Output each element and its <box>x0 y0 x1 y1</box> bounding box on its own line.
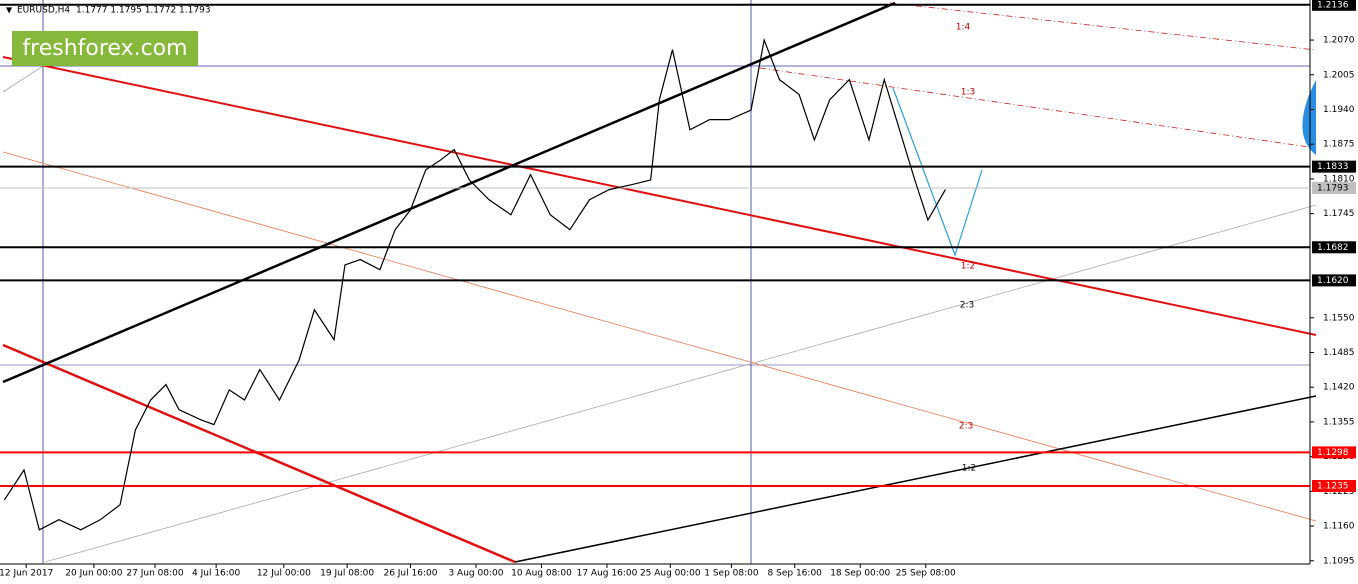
level-label: 1.1682 <box>1317 243 1349 253</box>
x-tick-label: 10 Aug 08:00 <box>511 569 572 579</box>
annotation: 1:2 <box>961 262 975 272</box>
level-box <box>1312 480 1356 493</box>
y-tick-label: 1.1485 <box>1323 348 1355 358</box>
level-box <box>1312 241 1356 254</box>
level-box <box>1312 182 1356 194</box>
header-values: 1.1777 1.1795 1.1772 1.1793 <box>76 6 211 16</box>
x-tick-label: 20 Jun 00:00 <box>65 569 122 579</box>
annotation: 1:2 <box>962 464 976 474</box>
y-tick-label: 1.1810 <box>1323 174 1355 184</box>
level-box <box>1312 274 1356 287</box>
x-tick-label: 27 Jun 08:00 <box>126 569 183 579</box>
x-tick-label: 19 Jul 08:00 <box>320 569 374 579</box>
level-label: 1.1793 <box>1317 184 1349 194</box>
price-line <box>3 37 946 531</box>
fan-line <box>759 67 1317 149</box>
annotation: 1:3 <box>961 88 975 98</box>
level-label: 1.1235 <box>1317 482 1349 492</box>
level-label: 1.1298 <box>1317 448 1349 458</box>
projection <box>892 87 983 257</box>
header-symbol: EURUSD,H4 <box>17 6 70 16</box>
level-box <box>1312 0 1356 11</box>
fan-shape <box>1302 80 1316 155</box>
trend-line <box>2 151 1317 522</box>
x-tick-label: 25 Sep 08:00 <box>896 569 956 579</box>
y-tick-label: 1.2070 <box>1323 36 1355 46</box>
y-tick-label: 1.1160 <box>1323 522 1355 532</box>
annotation: 2:3 <box>960 301 974 311</box>
annotation: 1:4 <box>956 23 971 33</box>
x-tick-label: 12 Jul 00:00 <box>257 569 311 579</box>
y-tick-label: 1.1550 <box>1323 313 1355 323</box>
logo: freshforex.com <box>22 36 187 61</box>
y-tick-label: 1.1420 <box>1323 383 1355 393</box>
x-tick-label: 26 Jul 16:00 <box>383 569 437 579</box>
level-label: 1.2136 <box>1317 0 1349 10</box>
x-tick-label: 1 Sep 08:00 <box>704 569 759 579</box>
y-tick-label: 1.1095 <box>1323 556 1355 566</box>
trend-line <box>2 1 896 384</box>
x-tick-label: 8 Sep 16:00 <box>768 569 823 579</box>
level-label: 1.1833 <box>1317 162 1349 172</box>
x-tick-label: 18 Sep 00:00 <box>830 569 890 579</box>
trend-line <box>2 56 1317 336</box>
x-tick-label: 25 Aug 00:00 <box>640 569 701 579</box>
logo-box <box>12 31 198 66</box>
level-box <box>1312 160 1356 173</box>
drawings <box>0 0 1317 564</box>
triangle: ▼ <box>6 6 13 15</box>
x-tick-label: 12 Jun 2017 <box>0 569 53 579</box>
fan-line <box>889 2 1317 51</box>
x-tick-label: 17 Aug 16:00 <box>577 569 638 579</box>
x-tick-label: 3 Aug 00:00 <box>448 569 503 579</box>
trend-line <box>44 204 1317 563</box>
annotation: 2:3 <box>959 422 973 432</box>
trend-line <box>514 395 1317 563</box>
level-label: 1.1620 <box>1317 276 1349 286</box>
y-tick-label: 1.2005 <box>1323 70 1355 80</box>
y-tick-label: 1.1940 <box>1323 105 1355 115</box>
y-tick-label: 1.1875 <box>1323 140 1355 150</box>
level-box <box>1312 446 1356 459</box>
y-tick-label: 1.1745 <box>1323 209 1355 219</box>
trend-line <box>2 343 516 564</box>
x-tick-label: 4 Jul 16:00 <box>192 569 241 579</box>
y-tick-label: 1.1355 <box>1323 417 1355 427</box>
